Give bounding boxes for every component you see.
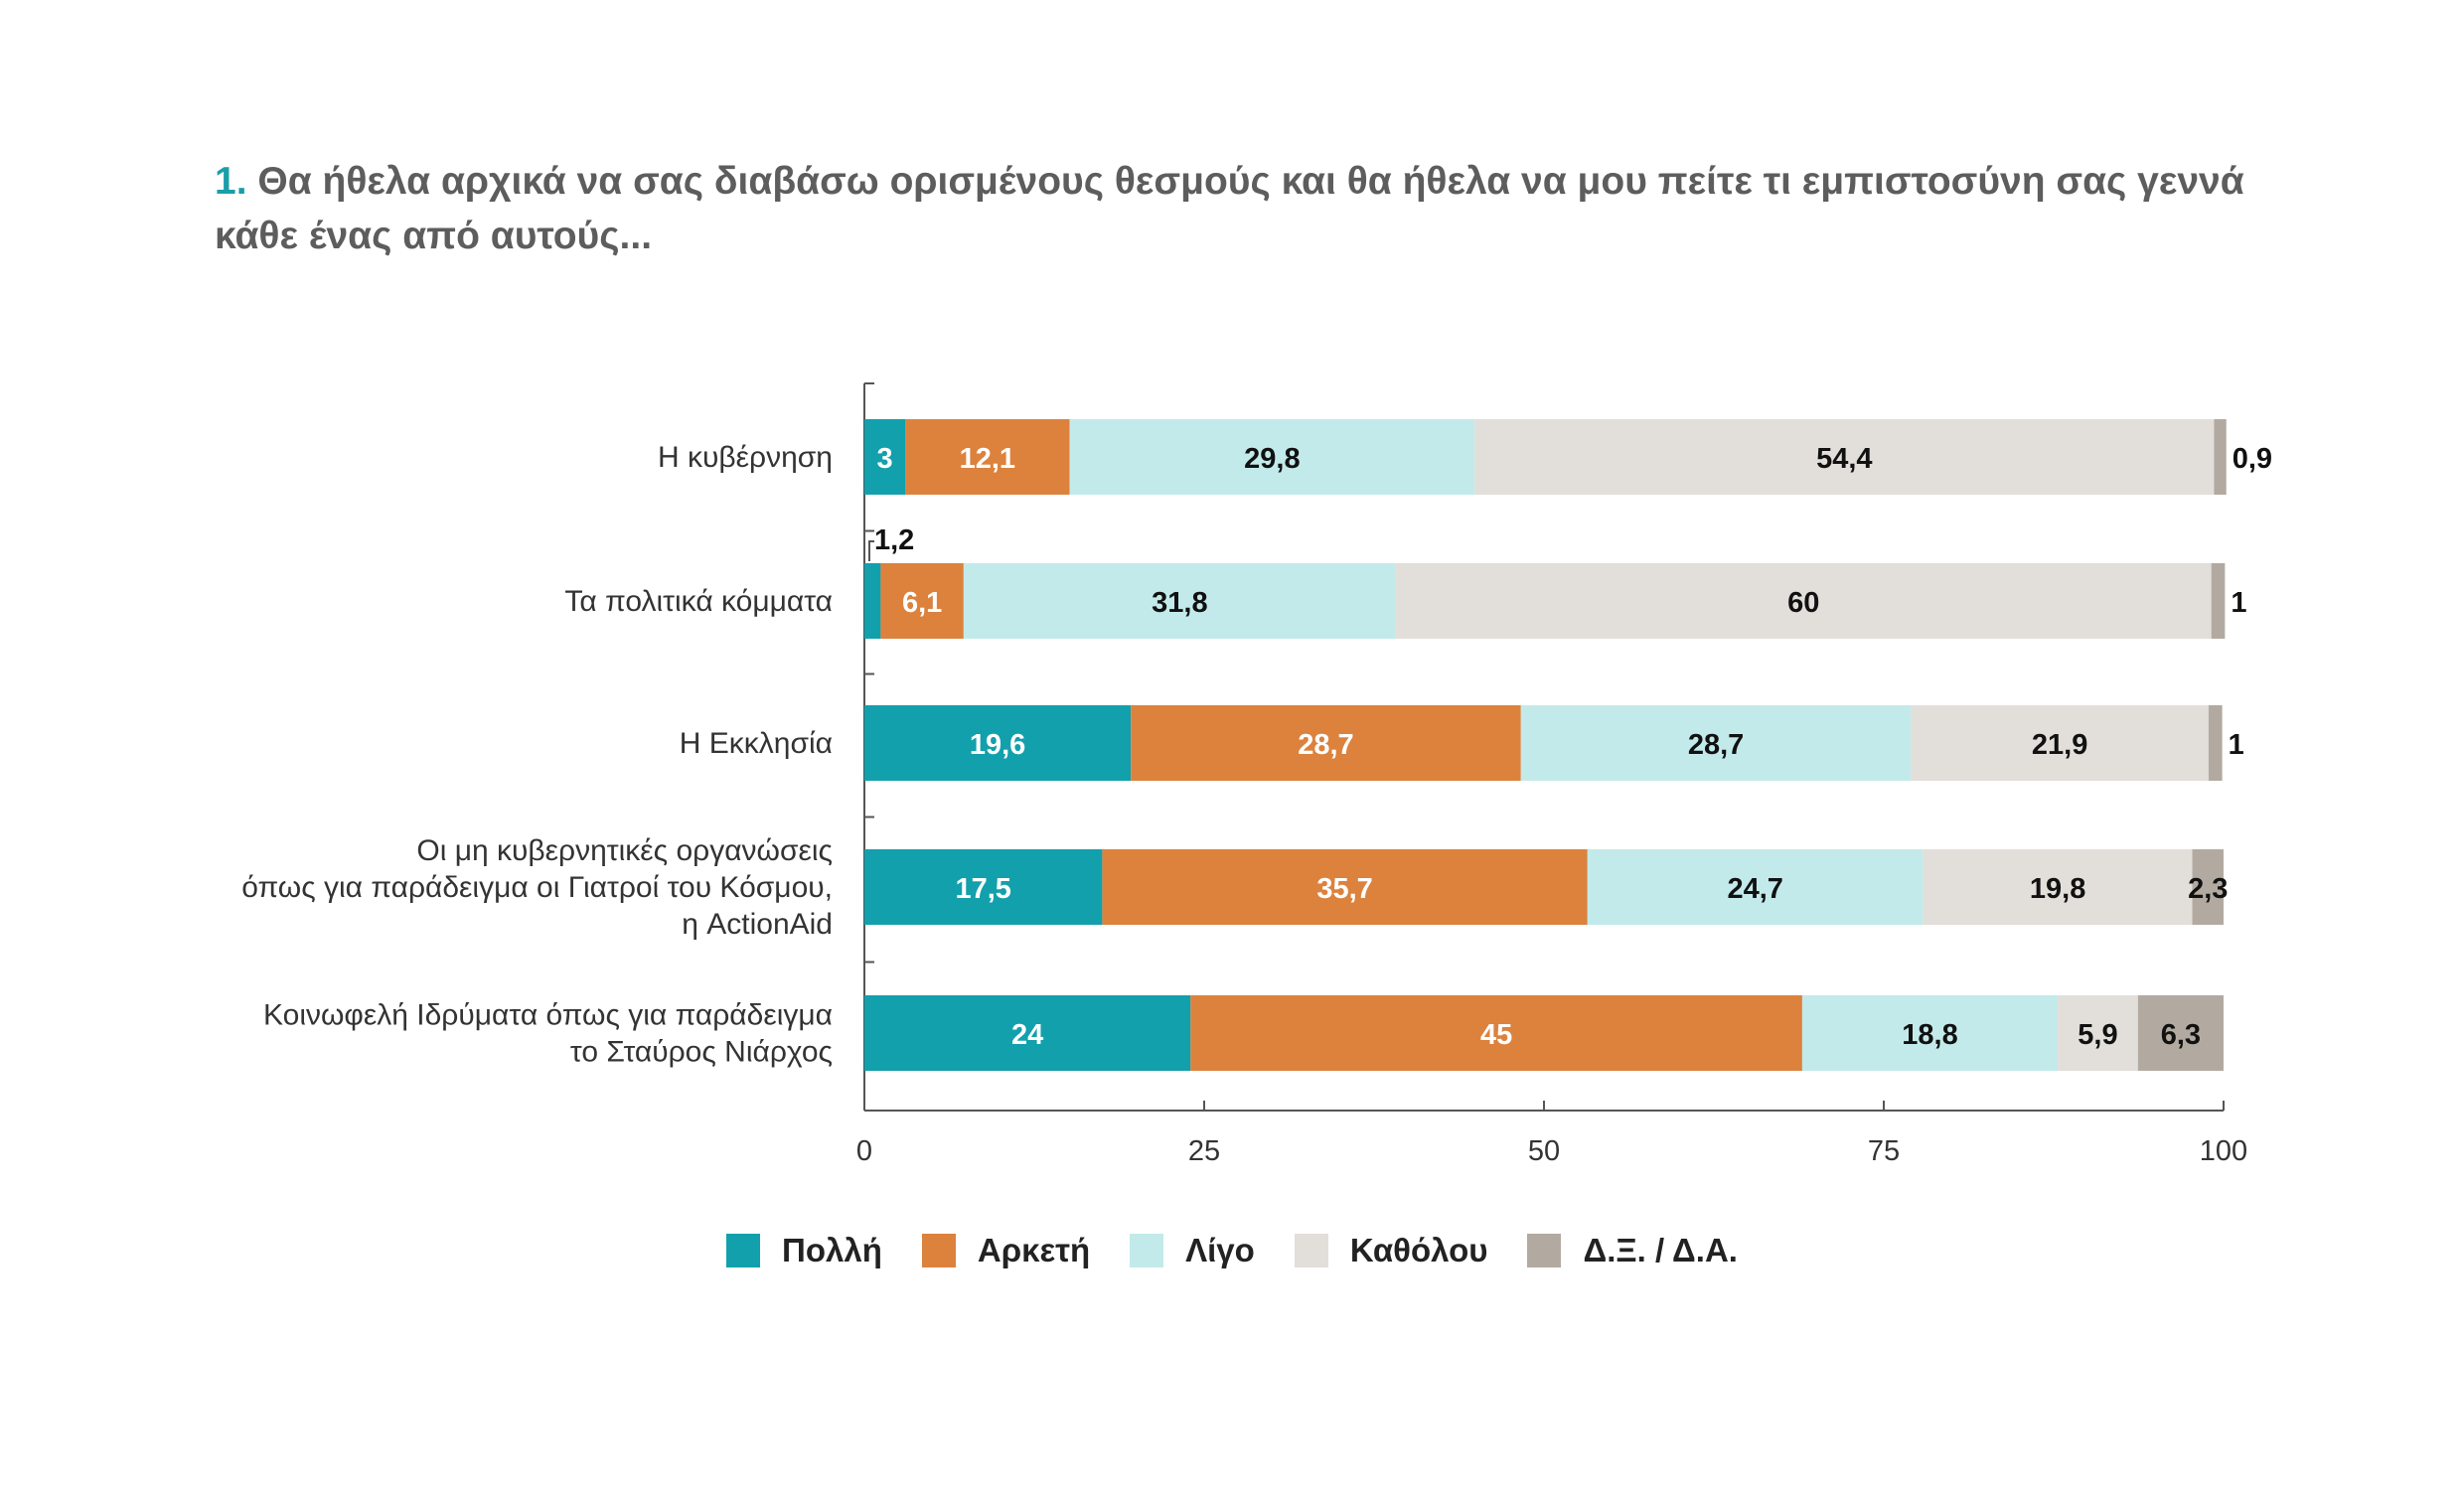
data-label-0-0: 3 <box>876 443 892 475</box>
legend-item-2: Λίγο <box>1130 1232 1255 1269</box>
data-label-2-2: 28,7 <box>1688 729 1744 761</box>
bar-3-2 <box>1587 849 1924 925</box>
data-label-3-1: 35,7 <box>1316 873 1372 905</box>
data-label-3-2: 24,7 <box>1727 873 1782 905</box>
bar-4-0 <box>864 995 1191 1071</box>
category-label-2-0: Η Εκκλησία <box>680 727 833 760</box>
bar-3-0 <box>864 849 1103 925</box>
data-label-1-0: 1,2 <box>874 524 914 556</box>
legend-item-0: Πολλή <box>726 1232 882 1269</box>
data-label-2-4: 1 <box>2229 729 2244 761</box>
data-label-1-4: 1 <box>2231 587 2246 619</box>
x-tick-label-25: 25 <box>1188 1135 1220 1167</box>
data-label-4-1: 45 <box>1480 1019 1512 1051</box>
legend-label-2: Λίγο <box>1185 1232 1255 1268</box>
leader-line-1-0 <box>868 540 874 561</box>
bar-0-1 <box>905 419 1070 495</box>
bar-0-2 <box>1069 419 1475 495</box>
category-label-3-2: η ActionAid <box>682 908 833 941</box>
legend-swatch-3 <box>1294 1234 1328 1267</box>
x-tick-label-0: 0 <box>856 1135 872 1167</box>
category-label-3-0: Οι μη κυβερνητικές οργανώσεις <box>416 834 833 867</box>
legend-swatch-2 <box>1130 1234 1164 1267</box>
legend-item-4: Δ.Ξ. / Δ.Α. <box>1527 1232 1738 1269</box>
bar-4-3 <box>2058 995 2138 1071</box>
bar-1-2 <box>963 563 1396 639</box>
chart-title: 1. Θα ήθελα αρχικά να σας διαβάσω ορισμέ… <box>215 154 2261 263</box>
data-label-0-3: 54,4 <box>1816 443 1872 475</box>
data-label-1-2: 31,8 <box>1152 587 1207 619</box>
data-label-2-1: 28,7 <box>1298 729 1353 761</box>
bar-2-3 <box>1911 705 2209 781</box>
data-label-4-2: 18,8 <box>1902 1019 1957 1051</box>
bar-0-0 <box>864 419 906 495</box>
legend-item-3: Καθόλου <box>1294 1232 1488 1269</box>
bar-2-4 <box>2208 705 2223 781</box>
data-label-4-3: 5,9 <box>2078 1019 2117 1051</box>
x-tick-label-100: 100 <box>2200 1135 2247 1167</box>
category-label-4-0: Κοινωφελή Ιδρύματα όπως για παράδειγμα <box>263 999 833 1032</box>
bar-2-1 <box>1131 705 1521 781</box>
bar-2-2 <box>1520 705 1912 781</box>
question-text: Θα ήθελα αρχικά να σας διαβάσω ορισμένου… <box>215 160 2244 257</box>
bar-1-0 <box>864 563 881 639</box>
legend-label-4: Δ.Ξ. / Δ.Α. <box>1583 1232 1738 1268</box>
data-label-2-3: 21,9 <box>2032 729 2087 761</box>
bar-1-4 <box>2211 563 2226 639</box>
bar-3-1 <box>1102 849 1588 925</box>
data-label-4-0: 24 <box>1011 1019 1043 1051</box>
bar-3-4 <box>2192 849 2224 925</box>
bar-4-1 <box>1190 995 1802 1071</box>
legend-swatch-0 <box>726 1234 761 1267</box>
legend-label-3: Καθόλου <box>1349 1232 1488 1268</box>
data-label-0-4: 0,9 <box>2233 443 2272 475</box>
legend-swatch-1 <box>921 1234 956 1267</box>
data-label-4-4: 6,3 <box>2161 1019 2201 1051</box>
bar-1-3 <box>1395 563 2212 639</box>
x-tick-label-50: 50 <box>1528 1135 1560 1167</box>
data-label-0-1: 12,1 <box>960 443 1015 475</box>
bar-0-4 <box>2214 419 2227 495</box>
bar-4-4 <box>2137 995 2224 1071</box>
data-label-0-2: 29,8 <box>1244 443 1300 475</box>
bar-3-3 <box>1923 849 2193 925</box>
x-tick-label-75: 75 <box>1868 1135 1900 1167</box>
bar-4-2 <box>1801 995 2059 1071</box>
category-label-1-0: Τα πολιτικά κόμματα <box>564 585 833 618</box>
bar-2-0 <box>864 705 1132 781</box>
legend-swatch-4 <box>1527 1234 1562 1267</box>
data-label-3-0: 17,5 <box>955 873 1010 905</box>
data-label-1-3: 60 <box>1787 587 1819 619</box>
stacked-bar-chart: 0 25 50 75 100 Η κυβέρνηση Τα πολιτικά κόμματα… <box>241 382 2272 1167</box>
bar-1-1 <box>880 563 964 639</box>
data-label-1-1: 6,1 <box>902 587 942 619</box>
legend-label-0: Πολλή <box>782 1232 882 1268</box>
legend-label-1: Αρκετή <box>977 1232 1091 1268</box>
data-label-3-4: 2,3 <box>2188 873 2228 905</box>
data-label-2-0: 19,6 <box>970 729 1025 761</box>
legend-item-1: Αρκετή <box>921 1232 1091 1269</box>
category-label-3-1: όπως για παράδειγμα οι Γιατροί του Κόσμο… <box>241 871 833 904</box>
question-number: 1. <box>215 160 247 203</box>
category-label-4-1: το Σταύρος Νιάρχος <box>570 1036 833 1069</box>
chart-legend: Πολλή Αρκετή Λίγο Καθόλου Δ.Ξ. / Δ.Α. <box>0 1232 2464 1269</box>
data-label-3-3: 19,8 <box>2030 873 2085 905</box>
category-label-0-0: Η κυβέρνηση <box>658 441 833 474</box>
bar-0-3 <box>1474 419 2215 495</box>
